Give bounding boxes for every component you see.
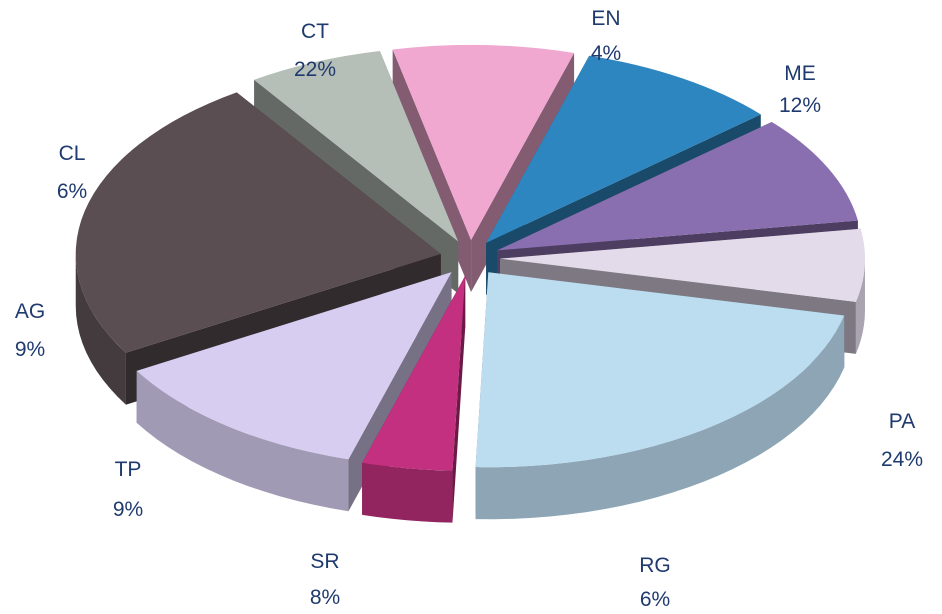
- slice-label-rg: RG: [639, 554, 671, 577]
- pie-labels: EN 4% ME 12% PA 24% RG 6% SR 8% TP 9% AG 9% CL 6% CT 22%: [15, 7, 923, 611]
- slice-value-en: 4%: [591, 42, 621, 65]
- slice-value-ct: 22%: [294, 58, 336, 81]
- slice-label-sr: SR: [310, 550, 339, 573]
- slice-value-rg: 6%: [640, 588, 670, 611]
- pie-slices: [75, 45, 865, 523]
- slice-label-ag: AG: [15, 300, 45, 323]
- slice-label-cl: CL: [59, 142, 86, 165]
- slice-value-tp: 9%: [113, 498, 143, 521]
- slice-label-me: ME: [784, 62, 816, 85]
- slice-label-en: EN: [591, 7, 620, 30]
- slice-label-pa: PA: [889, 410, 915, 433]
- slice-label-ct: CT: [301, 20, 329, 43]
- pie-slice-ct: [475, 272, 845, 520]
- slice-label-tp: TP: [115, 458, 142, 481]
- slice-value-me: 12%: [779, 94, 821, 117]
- slice-value-pa: 24%: [881, 448, 923, 471]
- pie-slice-en: [362, 275, 466, 523]
- slice-value-ag: 9%: [15, 338, 45, 361]
- slice-value-cl: 6%: [57, 180, 87, 203]
- slice-value-sr: 8%: [310, 586, 340, 609]
